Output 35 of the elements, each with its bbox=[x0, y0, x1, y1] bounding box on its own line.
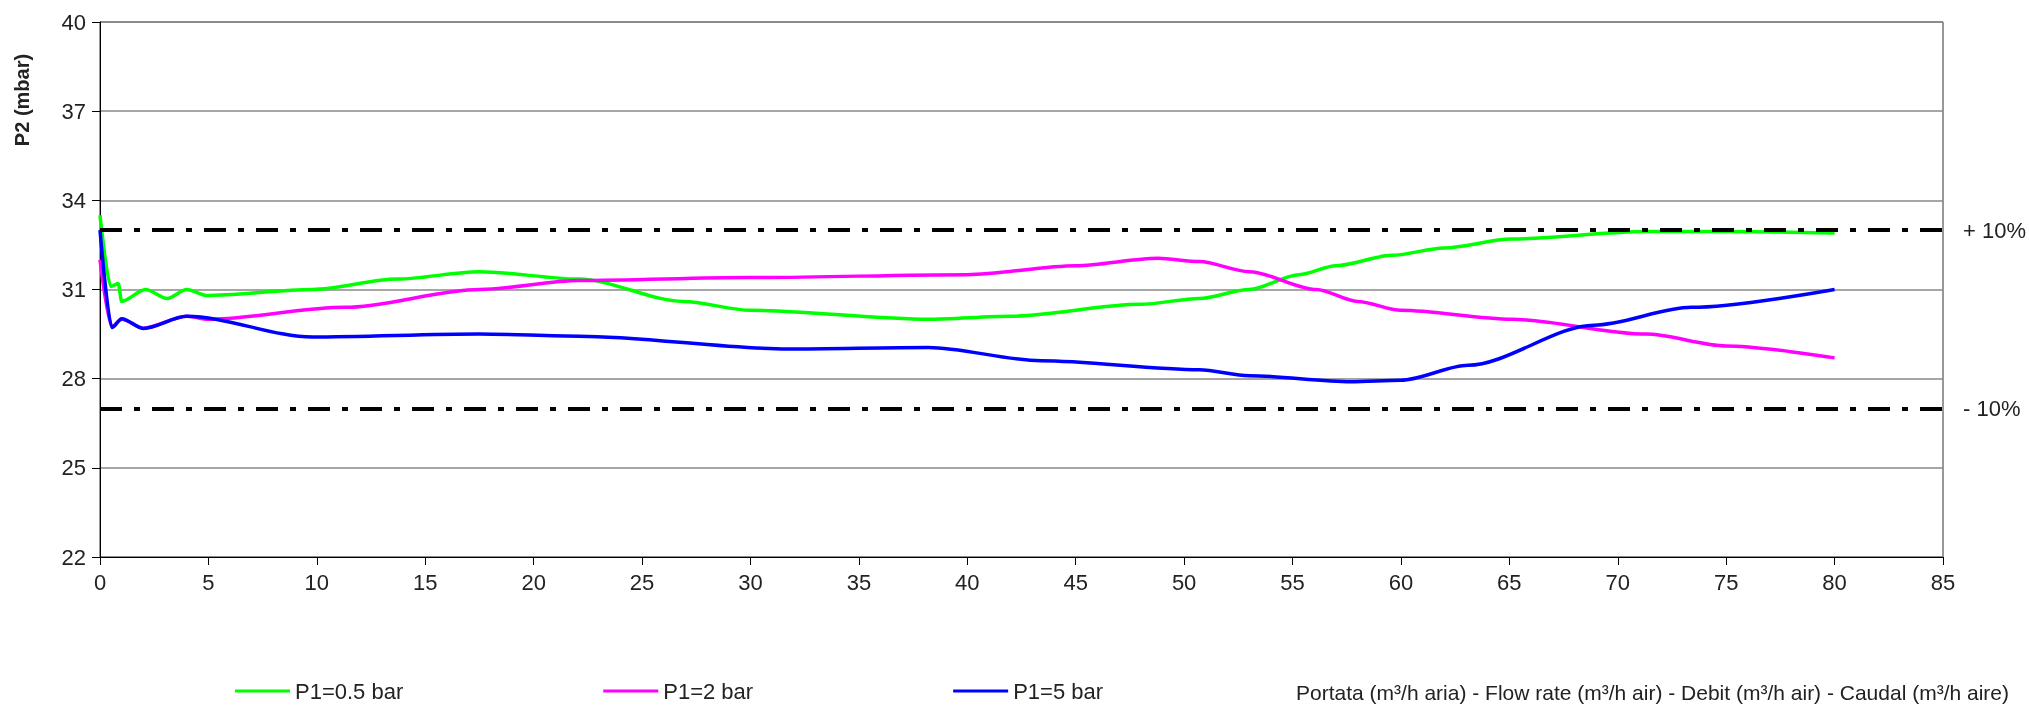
x-tick-label: 20 bbox=[521, 569, 546, 595]
x-tick-label: 65 bbox=[1497, 569, 1522, 595]
y-tick-label: 34 bbox=[61, 187, 86, 213]
legend-label: P1=2 bar bbox=[663, 678, 754, 704]
x-tick-label: 80 bbox=[1822, 569, 1847, 595]
x-tick-label: 5 bbox=[202, 569, 215, 595]
y-tick-label: 28 bbox=[61, 366, 86, 392]
line-series bbox=[98, 256, 1837, 360]
x-tick-label: 40 bbox=[955, 569, 980, 595]
line-series bbox=[98, 228, 1837, 384]
x-tick-label: 50 bbox=[1171, 569, 1197, 595]
legend-label: P1=5 bar bbox=[1013, 678, 1104, 704]
x-tick-label: 45 bbox=[1063, 569, 1088, 595]
annotation: + 10% bbox=[1963, 217, 2026, 243]
x-tick-label: 60 bbox=[1388, 569, 1414, 595]
y-tick-label: 37 bbox=[61, 98, 86, 124]
x-tick-label: 55 bbox=[1280, 569, 1305, 595]
annotation: - 10% bbox=[1963, 395, 2021, 421]
y-tick-label: 40 bbox=[61, 9, 86, 35]
x-tick-label: 0 bbox=[93, 569, 107, 595]
x-tick-label: 30 bbox=[738, 569, 763, 595]
line-series bbox=[98, 213, 1837, 321]
x-tick-label: 70 bbox=[1605, 569, 1631, 595]
x-tick-label: 15 bbox=[412, 569, 438, 595]
x-tick-label: 10 bbox=[304, 569, 330, 595]
y-tick-label: 22 bbox=[61, 544, 86, 570]
y-tick-label: 25 bbox=[61, 455, 86, 481]
y-axis-title: P2 (mbar) bbox=[11, 53, 33, 147]
x-tick-label: 75 bbox=[1713, 569, 1739, 595]
x-axis-title: Portata (m³/h aria) - Flow rate (m³/h air) - Debit (m³/h air) - Caudal (m³/h aire) bbox=[1296, 681, 2010, 704]
y-tick-label: 31 bbox=[61, 277, 86, 302]
legend-label: P1=0.5 bar bbox=[295, 678, 404, 704]
x-tick-label: 35 bbox=[846, 569, 872, 595]
x-tick-label: 25 bbox=[629, 569, 655, 595]
x-tick-label: 85 bbox=[1930, 569, 1956, 595]
